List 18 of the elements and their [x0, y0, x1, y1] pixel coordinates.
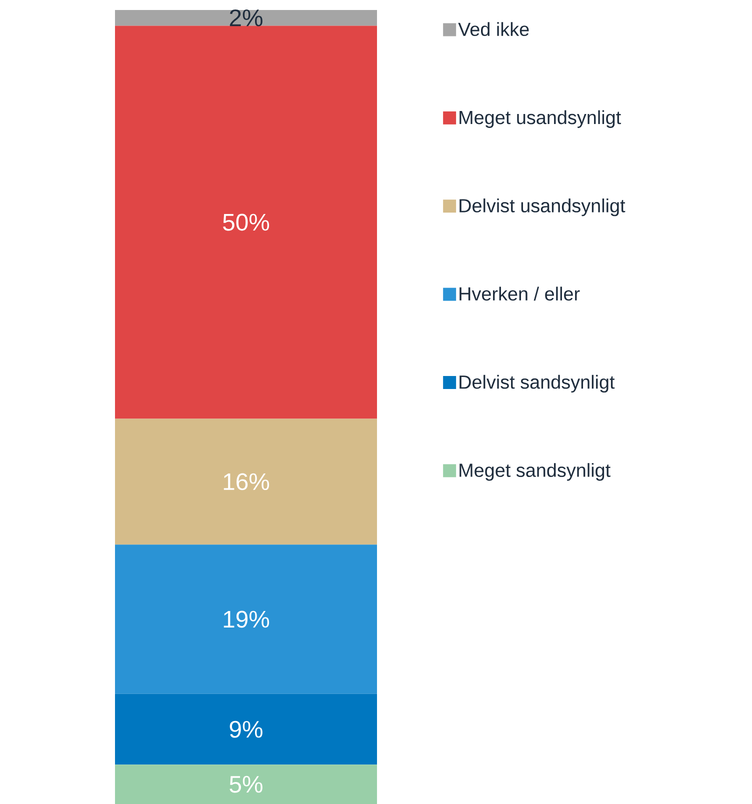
data-label: 50% [223, 214, 270, 231]
legend-label: Meget sandsynligt [460, 463, 610, 481]
legend-label: Delvist usandsynligt [460, 198, 626, 216]
bar [115, 764, 378, 804]
bar [115, 26, 378, 419]
legend-label: Meget usandsynligt [460, 110, 621, 128]
legend-label: Ved ikke [458, 22, 529, 36]
data-label: 19% [224, 610, 270, 628]
data-label: 9% [230, 720, 262, 738]
data-label: 2% [230, 9, 262, 26]
legend-label: Hverken / eller [460, 286, 580, 301]
legend-label: Delvist sandsynligt [460, 374, 615, 393]
data-label: 5% [230, 776, 262, 793]
data-label: 16% [224, 473, 270, 490]
bar [115, 544, 378, 694]
bar [115, 10, 378, 26]
bar [115, 694, 378, 765]
bar [115, 418, 378, 545]
